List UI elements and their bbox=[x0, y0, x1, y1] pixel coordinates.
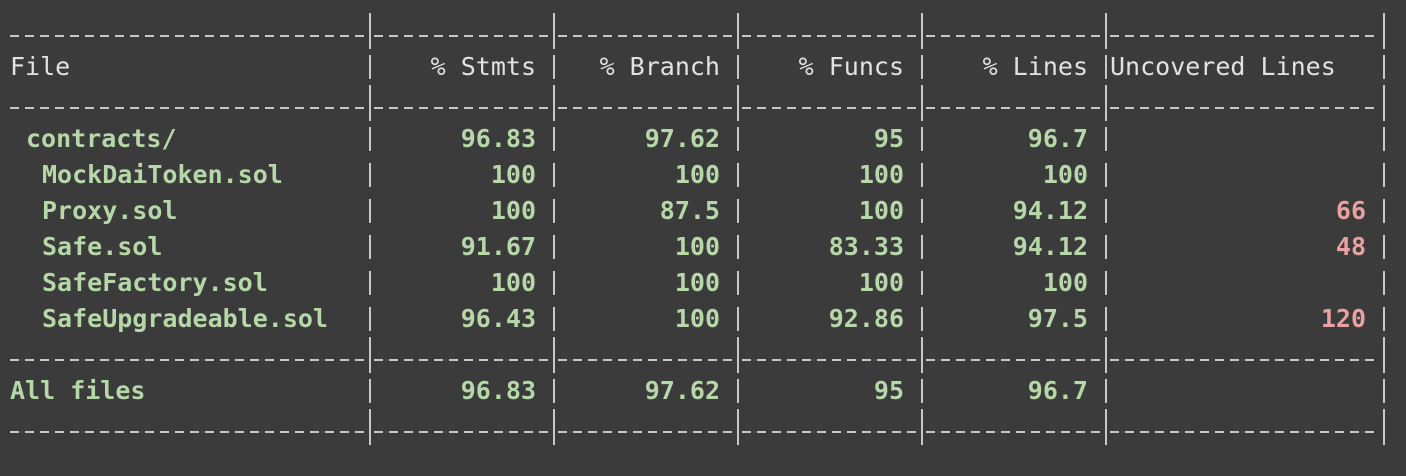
column-header-funcs: % Funcs bbox=[798, 52, 904, 81]
file-name-cell: MockDaiToken.sol bbox=[42, 160, 283, 189]
uncovered-lines-cell: 66 bbox=[1335, 196, 1366, 225]
file-name-cell: Safe.sol bbox=[42, 232, 163, 261]
funcs-cell: 95 bbox=[873, 124, 904, 153]
total-funcs-cell: 95 bbox=[873, 376, 904, 405]
table-separator bbox=[10, 337, 1388, 373]
uncovered-lines-cell bbox=[1110, 121, 1380, 157]
table-separator bbox=[10, 13, 1388, 49]
table-separator bbox=[10, 85, 1388, 121]
lines-cell: 97.5 bbox=[1027, 304, 1088, 333]
column-header-stmts: % Stmts bbox=[430, 52, 536, 81]
total-stmts-cell: 96.83 bbox=[460, 376, 536, 405]
table-row: SafeUpgradeable.sol 96.43 100 92.86 97.5… bbox=[10, 301, 1388, 337]
table-row: SafeFactory.sol 100 100 100 100 bbox=[10, 265, 1388, 301]
table-row: MockDaiToken.sol 100 100 100 100 bbox=[10, 157, 1388, 193]
file-name-cell: Proxy.sol bbox=[42, 196, 178, 225]
lines-cell: 94.12 bbox=[1012, 232, 1088, 261]
stmts-cell: 100 bbox=[490, 160, 536, 189]
table-row: Safe.sol 91.67 100 83.33 94.12 48 bbox=[10, 229, 1388, 265]
branch-cell: 87.5 bbox=[659, 196, 720, 225]
stmts-cell: 96.83 bbox=[460, 124, 536, 153]
branch-cell: 100 bbox=[674, 268, 720, 297]
lines-cell: 100 bbox=[1042, 160, 1088, 189]
table-row: Proxy.sol 100 87.5 100 94.12 66 bbox=[10, 193, 1388, 229]
column-header-branch: % Branch bbox=[599, 52, 720, 81]
uncovered-lines-cell bbox=[1110, 265, 1380, 301]
coverage-report-table: File % Stmts % Branch % Funcs % Lines Un… bbox=[10, 13, 1388, 445]
branch-cell: 100 bbox=[674, 160, 720, 189]
column-header-file: File bbox=[10, 52, 71, 81]
lines-cell: 96.7 bbox=[1027, 124, 1088, 153]
total-uncovered-cell bbox=[1110, 373, 1380, 409]
funcs-cell: 100 bbox=[858, 268, 904, 297]
funcs-cell: 100 bbox=[858, 196, 904, 225]
funcs-cell: 100 bbox=[858, 160, 904, 189]
table-total-row: All files 96.83 97.62 95 96.7 bbox=[10, 373, 1388, 409]
table-header-row: File % Stmts % Branch % Funcs % Lines Un… bbox=[10, 49, 1388, 85]
uncovered-lines-cell bbox=[1110, 157, 1380, 193]
branch-cell: 97.62 bbox=[644, 124, 720, 153]
table-separator bbox=[10, 409, 1388, 445]
stmts-cell: 100 bbox=[490, 196, 536, 225]
table-row: contracts/ 96.83 97.62 95 96.7 bbox=[10, 121, 1388, 157]
file-name-cell: SafeUpgradeable.sol bbox=[42, 304, 328, 333]
total-lines-cell: 96.7 bbox=[1027, 376, 1088, 405]
uncovered-lines-cell: 120 bbox=[1320, 304, 1366, 333]
branch-cell: 100 bbox=[674, 304, 720, 333]
stmts-cell: 96.43 bbox=[460, 304, 536, 333]
lines-cell: 94.12 bbox=[1012, 196, 1088, 225]
funcs-cell: 92.86 bbox=[828, 304, 904, 333]
uncovered-lines-cell: 48 bbox=[1335, 232, 1366, 261]
lines-cell: 100 bbox=[1042, 268, 1088, 297]
total-branch-cell: 97.62 bbox=[644, 376, 720, 405]
branch-cell: 100 bbox=[674, 232, 720, 261]
total-label: All files bbox=[10, 376, 146, 405]
column-header-uncovered: Uncovered Lines bbox=[1110, 52, 1336, 81]
file-name-cell: contracts/ bbox=[26, 124, 177, 153]
stmts-cell: 100 bbox=[490, 268, 536, 297]
column-header-lines: % Lines bbox=[982, 52, 1088, 81]
file-name-cell: SafeFactory.sol bbox=[42, 268, 268, 297]
funcs-cell: 83.33 bbox=[828, 232, 904, 261]
stmts-cell: 91.67 bbox=[460, 232, 536, 261]
